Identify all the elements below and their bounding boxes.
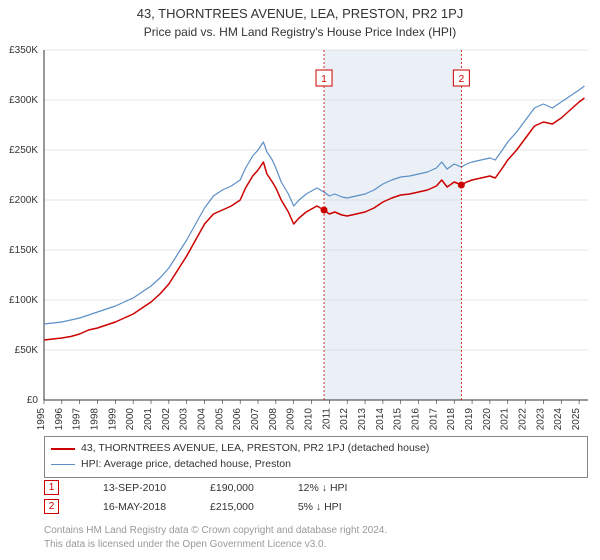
svg-text:1996: 1996 (54, 408, 65, 431)
annotation-delta: 5% ↓ HPI (298, 501, 342, 513)
annotation-price: £190,000 (210, 482, 254, 494)
svg-text:£50K: £50K (15, 345, 39, 356)
footer-line: This data is licensed under the Open Gov… (44, 539, 326, 550)
svg-text:1: 1 (321, 74, 327, 85)
legend-swatch (51, 464, 75, 465)
svg-text:2025: 2025 (571, 408, 582, 431)
svg-text:2021: 2021 (500, 408, 511, 431)
legend-row: HPI: Average price, detached house, Pres… (51, 457, 581, 473)
svg-text:2023: 2023 (535, 408, 546, 431)
svg-text:2004: 2004 (197, 408, 208, 431)
svg-text:2015: 2015 (393, 408, 404, 431)
annotation-price: £215,000 (210, 501, 254, 513)
footer-note: Contains HM Land Registry data © Crown c… (44, 524, 588, 551)
svg-text:2017: 2017 (428, 408, 439, 431)
svg-text:2014: 2014 (375, 408, 386, 431)
svg-text:2016: 2016 (411, 408, 422, 431)
legend-label: HPI: Average price, detached house, Pres… (81, 457, 291, 473)
svg-text:2010: 2010 (304, 408, 315, 431)
legend-swatch (51, 448, 75, 450)
plot-area: £0£50K£100K£150K£200K£250K£300K£350K1995… (44, 50, 588, 400)
annotation-delta: 12% ↓ HPI (298, 482, 348, 494)
svg-text:2000: 2000 (125, 408, 136, 431)
svg-text:2009: 2009 (286, 408, 297, 431)
annotation-marker: 1 (44, 480, 59, 495)
svg-text:2020: 2020 (482, 408, 493, 431)
svg-text:1995: 1995 (36, 408, 47, 431)
svg-text:2005: 2005 (214, 408, 225, 431)
annotations-block: 1 13-SEP-2010 £190,000 12% ↓ HPI 2 16-MA… (44, 480, 588, 518)
svg-text:2: 2 (459, 74, 465, 85)
svg-text:2024: 2024 (553, 408, 564, 431)
svg-text:2022: 2022 (518, 408, 529, 431)
annotation-marker: 2 (44, 499, 59, 514)
svg-text:1998: 1998 (90, 408, 101, 431)
annotation-date: 16-MAY-2018 (103, 501, 166, 513)
svg-text:2011: 2011 (321, 408, 332, 430)
svg-text:2013: 2013 (357, 408, 368, 431)
chart-subtitle: Price paid vs. HM Land Registry's House … (0, 25, 600, 39)
svg-text:2003: 2003 (179, 408, 190, 431)
annotation-date: 13-SEP-2010 (103, 482, 166, 494)
svg-text:2019: 2019 (464, 408, 475, 431)
legend-label: 43, THORNTREES AVENUE, LEA, PRESTON, PR2… (81, 441, 429, 457)
footer-line: Contains HM Land Registry data © Crown c… (44, 525, 387, 536)
annotation-row: 1 13-SEP-2010 £190,000 12% ↓ HPI (44, 480, 588, 495)
svg-text:£150K: £150K (9, 245, 38, 256)
svg-text:1999: 1999 (107, 408, 118, 431)
svg-text:2012: 2012 (339, 408, 350, 431)
svg-text:2007: 2007 (250, 408, 261, 431)
svg-text:2002: 2002 (161, 408, 172, 431)
svg-text:£200K: £200K (9, 195, 38, 206)
svg-text:1997: 1997 (72, 408, 83, 431)
svg-text:2006: 2006 (232, 408, 243, 431)
svg-text:£350K: £350K (9, 45, 38, 56)
svg-text:£100K: £100K (9, 295, 38, 306)
legend-box: 43, THORNTREES AVENUE, LEA, PRESTON, PR2… (44, 436, 588, 478)
chart-container: 43, THORNTREES AVENUE, LEA, PRESTON, PR2… (0, 0, 600, 560)
svg-text:£300K: £300K (9, 95, 38, 106)
svg-text:£250K: £250K (9, 145, 38, 156)
plot-svg: £0£50K£100K£150K£200K£250K£300K£350K1995… (44, 50, 588, 430)
chart-title: 43, THORNTREES AVENUE, LEA, PRESTON, PR2… (0, 6, 600, 21)
annotation-row: 2 16-MAY-2018 £215,000 5% ↓ HPI (44, 499, 588, 514)
title-block: 43, THORNTREES AVENUE, LEA, PRESTON, PR2… (0, 0, 600, 39)
legend-row: 43, THORNTREES AVENUE, LEA, PRESTON, PR2… (51, 441, 581, 457)
svg-text:£0: £0 (27, 395, 39, 406)
svg-text:2001: 2001 (143, 408, 154, 431)
svg-text:2018: 2018 (446, 408, 457, 431)
svg-text:2008: 2008 (268, 408, 279, 431)
